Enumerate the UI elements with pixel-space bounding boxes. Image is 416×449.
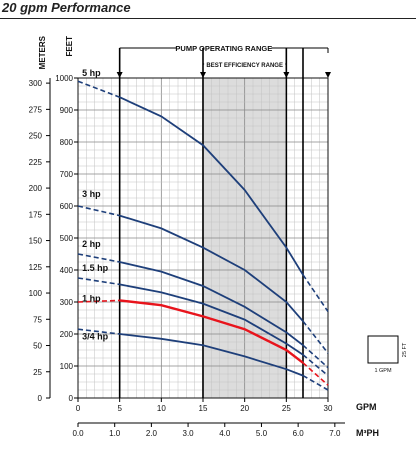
m3ph-tick-label: 3.0 (183, 429, 195, 438)
curve-dashed-end (302, 354, 329, 377)
curve-dashed-start (77, 277, 120, 286)
meters-tick-label: 175 (29, 210, 43, 219)
meters-tick-label: 25 (33, 368, 42, 377)
feet-tick-label: 600 (60, 202, 74, 211)
feet-tick-label: 0 (69, 394, 74, 403)
curve-label: 3/4 hp (82, 332, 109, 342)
curve-dashed-start (77, 253, 120, 263)
m3ph-axis-title: M³PH (356, 428, 379, 438)
gpm-tick-label: 15 (199, 404, 208, 413)
meters-axis-title: METERS (38, 35, 47, 69)
meters-tick-label: 0 (38, 394, 43, 403)
feet-tick-label: 800 (60, 138, 74, 147)
curve-line (119, 299, 304, 364)
meters-tick-label: 300 (29, 79, 43, 88)
feet-tick-label: 900 (60, 106, 74, 115)
m3ph-tick-label: 0.0 (72, 429, 84, 438)
range-indicators: PUMP OPERATING RANGE BEST EFFICIENCY RANG… (116, 44, 331, 398)
meters-tick-label: 250 (29, 132, 43, 141)
gpm-tick-label: 20 (240, 404, 249, 413)
curve-label: 3 hp (82, 189, 101, 199)
curve-dashed-end (302, 362, 329, 386)
m3ph-tick-label: 7.0 (329, 429, 341, 438)
meters-tick-label: 75 (33, 315, 42, 324)
meters-tick-label: 275 (29, 105, 43, 114)
title-rule (0, 18, 416, 19)
m3ph-tick-label: 6.0 (293, 429, 305, 438)
scale-key: 1 GPM 25 FT (367, 335, 408, 374)
m3ph-tick-label: 2.0 (146, 429, 158, 438)
curve-dashed-start (77, 205, 120, 217)
curve-dashed-end (302, 374, 329, 391)
meters-tick-label: 150 (29, 237, 43, 246)
pump-operating-range-arrow (325, 72, 331, 78)
curve-line (119, 333, 304, 377)
curve-dashed-start (77, 80, 120, 98)
gpm-axis-title: GPM (356, 402, 377, 412)
axes: 0255075100125150175200225250275300010020… (29, 35, 379, 438)
feet-tick-label: 400 (60, 266, 74, 275)
best-efficiency-range-label: BEST EFFICIENCY RANGE (206, 63, 283, 69)
page-title: 20 gpm Performance (2, 0, 131, 15)
feet-axis-title: FEET (65, 36, 74, 57)
curve-dashed-start (77, 328, 120, 335)
scale-key-y-label: 25 FT (402, 342, 408, 357)
m3ph-tick-label: 1.0 (109, 429, 121, 438)
scale-key-box (367, 335, 399, 364)
curve-line (119, 214, 304, 322)
feet-tick-label: 200 (60, 330, 74, 339)
curve-label: 5 hp (82, 68, 101, 78)
curve-line (119, 283, 304, 356)
curve-dashed-start (77, 299, 120, 303)
meters-tick-label: 50 (33, 342, 42, 351)
gpm-tick-label: 30 (324, 404, 333, 413)
pump-operating-range-arrow (116, 72, 123, 78)
pump-operating-range-label: PUMP OPERATING RANGE (175, 44, 272, 53)
best-efficiency-range-arrow (283, 72, 290, 78)
gpm-tick-label: 25 (282, 404, 291, 413)
curve-label: 1.5 hp (82, 263, 109, 273)
meters-tick-label: 200 (29, 184, 43, 193)
feet-tick-label: 300 (60, 298, 74, 307)
gpm-tick-label: 0 (76, 404, 81, 413)
curve-label: 1 hp (82, 294, 101, 304)
m3ph-tick-label: 5.0 (256, 429, 268, 438)
scale-key-x-label: 1 GPM (374, 368, 392, 374)
feet-tick-label: 500 (60, 234, 74, 243)
feet-tick-label: 1000 (55, 74, 73, 83)
meters-tick-label: 100 (29, 289, 43, 298)
gpm-tick-label: 10 (157, 404, 166, 413)
curve-dashed-end (302, 274, 329, 313)
m3ph-tick-label: 4.0 (219, 429, 231, 438)
curve-label: 2 hp (82, 239, 101, 249)
gpm-tick-label: 5 (117, 404, 122, 413)
curve-line (119, 261, 304, 346)
feet-tick-label: 100 (60, 362, 74, 371)
curve-dashed-end (302, 344, 329, 369)
feet-tick-label: 700 (60, 170, 74, 179)
best-efficiency-range-arrow (200, 72, 206, 78)
meters-tick-label: 225 (29, 158, 43, 167)
curve-line (119, 96, 304, 276)
pump-curves: 5 hp 3 hp 2 hp 1.5 hp 1 hp 3/4 hp (77, 68, 329, 391)
meters-tick-label: 125 (29, 263, 43, 272)
curve-dashed-end (302, 320, 329, 354)
